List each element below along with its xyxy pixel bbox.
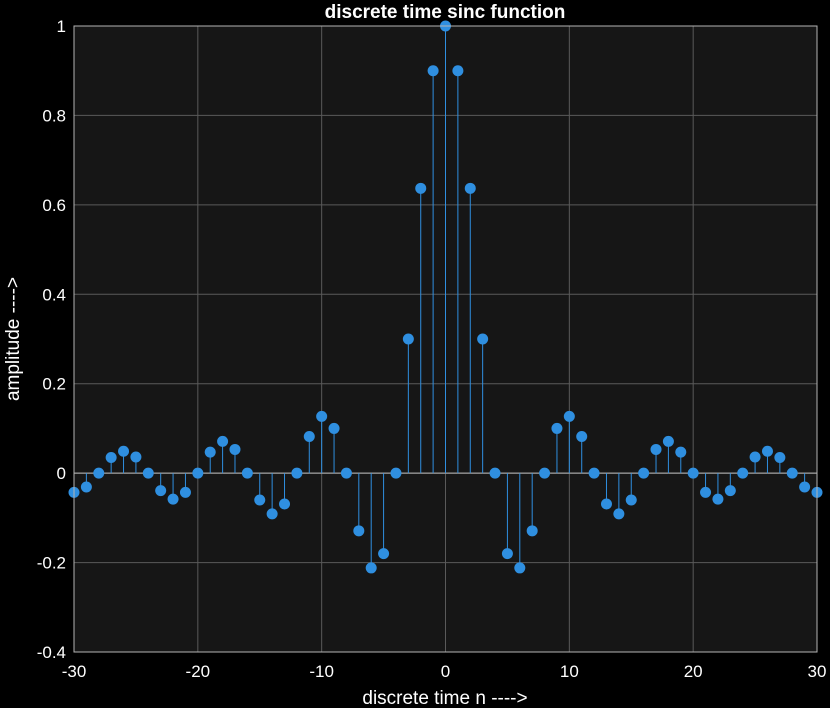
y-tick-labels: -0.4 -0.2 0 0.2 0.4 0.6 0.8 1: [37, 17, 66, 662]
stem-marker: [142, 467, 154, 479]
stem-marker: [501, 548, 513, 560]
stem-marker: [192, 467, 204, 479]
stem-marker: [415, 182, 427, 194]
stem-marker: [291, 467, 303, 479]
stem-marker: [600, 498, 612, 510]
stem-marker: [204, 446, 216, 458]
plot-border: [73, 25, 818, 653]
stem-marker: [229, 443, 241, 455]
stem-marker: [675, 446, 687, 458]
stem-marker: [687, 467, 699, 479]
stem-marker: [712, 493, 724, 505]
stem-marker: [167, 493, 179, 505]
stem-marker: [576, 430, 588, 442]
stem-marker: [700, 486, 712, 498]
x-tick-label: 20: [684, 662, 703, 681]
stem-marker: [477, 333, 489, 345]
x-tick-labels: -30 -20 -10 0 10 20 30: [62, 662, 827, 681]
y-tick-label: 1: [57, 17, 66, 36]
stem-marker: [563, 410, 575, 422]
x-tick-label: -30: [62, 662, 87, 681]
stem-marker: [118, 445, 130, 457]
x-tick-label: 30: [808, 662, 827, 681]
x-axis-label: discrete time n ---->: [362, 688, 527, 708]
stem-marker: [774, 451, 786, 463]
stem-marker: [613, 508, 625, 520]
stem-marker: [761, 445, 773, 457]
stem-marker: [303, 430, 315, 442]
stem-marker: [254, 494, 266, 506]
y-tick-label: 0.8: [42, 106, 66, 125]
stem-marker: [316, 410, 328, 422]
stem-marker: [353, 525, 365, 537]
x-tick-label: 10: [560, 662, 579, 681]
stem-marker: [662, 435, 674, 447]
stem-marker: [93, 467, 105, 479]
y-axis-label: amplitude ---->: [3, 277, 24, 401]
stem-marker: [130, 451, 142, 463]
x-tick-label: -20: [186, 662, 211, 681]
y-tick-label: 0.6: [42, 196, 66, 215]
stem-marker: [390, 467, 402, 479]
stem-marker: [402, 333, 414, 345]
stem-marker: [155, 485, 167, 497]
stem-marker: [489, 467, 501, 479]
stem-marker: [551, 422, 563, 434]
stem-marker: [80, 481, 92, 493]
stem-marker: [749, 451, 761, 463]
y-tick-label: -0.4: [37, 643, 66, 662]
stem-marker: [588, 467, 600, 479]
chart-title: discrete time sinc function: [325, 2, 566, 23]
stem-marker: [241, 467, 253, 479]
stem-marker: [526, 525, 538, 537]
y-tick-label: 0: [57, 464, 66, 483]
stem-marker: [378, 548, 390, 560]
stem-marker: [328, 422, 340, 434]
stem-marker: [266, 508, 278, 520]
stem-marker: [427, 65, 439, 77]
stem-marker: [179, 486, 191, 498]
stem-marker: [650, 443, 662, 455]
stem-marker: [514, 562, 526, 574]
stem-marker: [217, 435, 229, 447]
stem-marker: [365, 562, 377, 574]
stem-marker: [737, 467, 749, 479]
stem-marker: [799, 481, 811, 493]
x-tick-label: 0: [441, 662, 450, 681]
stem-marker: [724, 485, 736, 497]
x-tick-label: -10: [309, 662, 334, 681]
y-tick-label: 0.4: [42, 285, 66, 304]
stem-marker: [452, 65, 464, 77]
stem-marker: [464, 182, 476, 194]
stem-marker: [786, 467, 798, 479]
stem-marker: [340, 467, 352, 479]
stem-marker: [539, 467, 551, 479]
stem-marker: [625, 494, 637, 506]
stem-marker: [279, 498, 291, 510]
stem-marker: [105, 451, 117, 463]
y-tick-label: -0.2: [37, 554, 66, 573]
y-tick-label: 0.2: [42, 375, 66, 394]
stem-marker: [638, 467, 650, 479]
